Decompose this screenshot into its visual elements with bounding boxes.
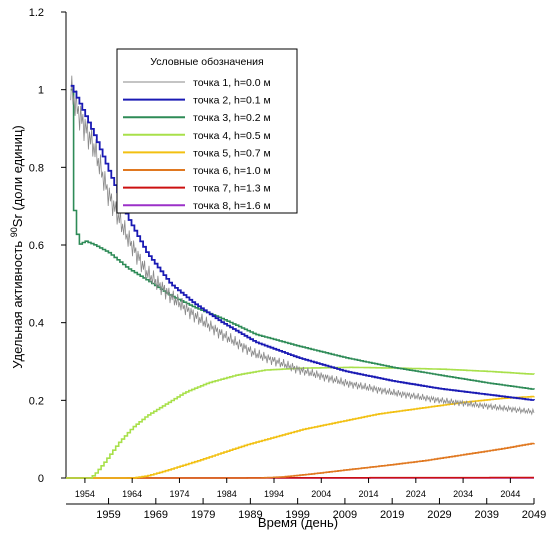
series-line-1 (70, 75, 535, 416)
legend-label-5: точка 5, h=0.7 м (193, 147, 271, 159)
axes-layer: 0 0.2 0.4 0.6 0.8 1 1.2 1954 1964 1974 1984 1994 200… (29, 7, 547, 521)
x-minor-tick-label: 1974 (169, 489, 189, 499)
legend-label-8: точка 8, h=1.6 м (193, 200, 271, 212)
x-major-tick-label: 2009 (333, 509, 357, 521)
x-major-tick-label: 2039 (474, 509, 498, 521)
legend-label-7: точка 7, h=1.3 м (193, 183, 271, 195)
y-tick-label: 0.8 (29, 162, 44, 174)
x-major-tick-label: 1979 (191, 509, 215, 521)
x-minor-tick-label: 2014 (359, 489, 379, 499)
x-minor-tick-label: 2024 (406, 489, 426, 499)
x-minor-tick-label: 2044 (500, 489, 520, 499)
x-major-tick-label: 1959 (96, 509, 120, 521)
y-axis-title-prefix: Удельная активность (10, 237, 25, 368)
series-line-5 (66, 395, 535, 479)
x-minor-tick-label: 1964 (122, 489, 142, 499)
x-major-tick-label: 2019 (380, 509, 404, 521)
x-axis-title: Время (день) (258, 515, 338, 530)
x-major-tick-label: 2029 (427, 509, 451, 521)
legend: Условные обозначения точка 1, h=0.0 м точк… (116, 48, 298, 214)
x-major-tick-label: 2049 (522, 509, 546, 521)
y-tick-label: 0.4 (29, 318, 44, 330)
x-major-tick-label: 1989 (238, 509, 262, 521)
x-minor-tick-label: 2034 (453, 489, 473, 499)
series-line-3 (70, 88, 535, 390)
x-minor-tick-label: 1994 (264, 489, 284, 499)
x-minor-tick-label: 2004 (311, 489, 331, 499)
legend-label-6: точка 6, h=1.0 м (193, 165, 271, 177)
x-minor-tick-label: 1954 (75, 489, 95, 499)
legend-label-3: точка 3, h=0.2 м (193, 112, 271, 124)
x-minor-tick-label: 1984 (217, 489, 237, 499)
y-axis-title-suffix: Sr (доли единиц) (10, 125, 25, 227)
y-axis-title: Удельная активность 90Sr (доли единиц) (9, 125, 25, 368)
legend-label-4: точка 4, h=0.5 м (193, 130, 271, 142)
y-tick-label: 1.2 (29, 7, 44, 19)
y-tick-label: 0.2 (29, 395, 44, 407)
series-line-2 (70, 84, 535, 401)
series-line-4 (66, 366, 535, 479)
legend-label-2: точка 2, h=0.1 м (193, 95, 271, 107)
legend-title: Условные обозначения (150, 56, 263, 68)
series-layer (66, 75, 535, 479)
y-tick-label: 0 (38, 473, 44, 485)
x-major-tick-label: 1969 (144, 509, 168, 521)
series-line-6 (66, 442, 535, 479)
y-axis-title-superscript: 90 (9, 227, 19, 237)
legend-box (116, 48, 298, 214)
legend-label-1: точка 1, h=0.0 м (193, 77, 271, 89)
y-tick-label: 1 (38, 85, 44, 97)
y-tick-label: 0.6 (29, 240, 44, 252)
x-major-tick-label: 1999 (285, 509, 309, 521)
